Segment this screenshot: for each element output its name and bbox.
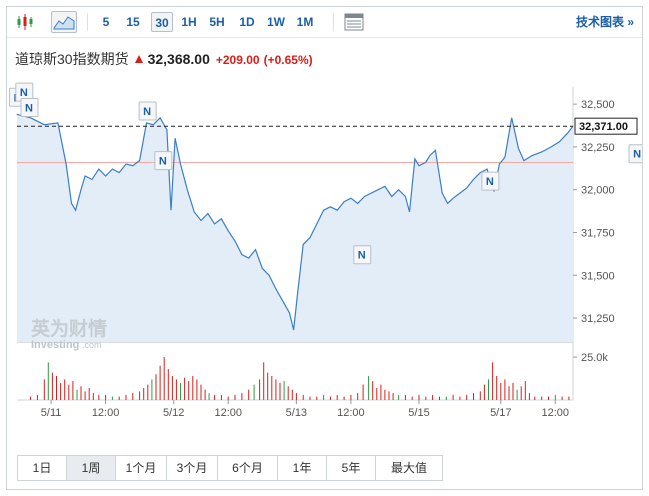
range-2[interactable]: 1个月 <box>116 456 167 480</box>
interval-5h[interactable]: 5H <box>209 15 225 29</box>
x-tick-label: 5/12 <box>163 407 184 419</box>
watermark-suffix: .com <box>82 340 102 350</box>
range-1[interactable]: 1周 <box>67 456 116 480</box>
instrument-name: 道琼斯30指数期货 <box>15 51 129 67</box>
last-price: 32,368.00 <box>147 51 210 67</box>
interval-1w[interactable]: 1W <box>267 15 285 29</box>
technical-chart-link[interactable]: 技术图表 » <box>575 15 634 29</box>
y-tick-label: 31,250 <box>581 313 615 325</box>
range-7[interactable]: 最大值 <box>376 456 442 480</box>
watermark-cn: 英为财情 <box>31 317 107 340</box>
price-line <box>16 113 574 331</box>
interval-1d[interactable]: 1D <box>239 15 255 29</box>
area-chart-icon[interactable] <box>51 11 77 33</box>
range-4[interactable]: 6个月 <box>218 456 278 480</box>
price-change-percent: (+0.65%) <box>263 53 313 67</box>
volume-tick-label: 25.0k <box>581 352 608 364</box>
news-marker[interactable]: N <box>154 151 173 171</box>
chart-widget: 5 15 30 1H 5H 1D 1W 1M 技术图表 » 道琼斯30指数期货 32,368.0… <box>6 6 643 490</box>
toolbar-separator <box>87 13 88 31</box>
watermark-en: Investing <box>31 339 79 351</box>
range-5[interactable]: 1年 <box>278 456 327 480</box>
news-marker-label: N <box>486 176 494 188</box>
up-arrow-icon <box>134 55 143 63</box>
news-marker-label: N <box>20 87 28 99</box>
x-tick-label: 12:00 <box>92 407 120 419</box>
news-marker[interactable]: N <box>353 245 372 265</box>
price-chart[interactable]: NNNNNNNN 32,50032,25032,00031,75031,5003… <box>7 7 642 447</box>
chart-toolbar: 5 15 30 1H 5H 1D 1W 1M 技术图表 » <box>7 7 642 38</box>
x-tick-label: 5/13 <box>286 407 307 419</box>
table-view-icon[interactable] <box>343 11 365 33</box>
toolbar-separator <box>333 13 334 31</box>
current-price-box <box>574 117 638 135</box>
y-tick-label: 32,000 <box>581 185 615 197</box>
news-marker[interactable]: N <box>20 98 39 118</box>
candlestick-icon[interactable] <box>15 11 39 33</box>
x-tick-label: 12:00 <box>214 407 242 419</box>
news-marker-label: N <box>358 250 366 262</box>
y-tick-label: 31,750 <box>581 227 615 239</box>
news-marker[interactable]: N <box>138 101 157 121</box>
price-area-fill <box>17 114 573 342</box>
x-tick-label: 12:00 <box>542 407 570 419</box>
investing-watermark: 英为财情 Investing .com <box>31 317 107 351</box>
range-0[interactable]: 1日 <box>18 456 67 480</box>
x-tick-label: 5/17 <box>490 407 511 419</box>
x-tick-label: 12:00 <box>337 407 365 419</box>
price-change: +209.00 <box>215 53 260 67</box>
interval-5[interactable]: 5 <box>102 15 110 29</box>
x-tick-label: 5/11 <box>41 407 62 419</box>
interval-30[interactable]: 30 <box>151 12 173 32</box>
x-tick-label: 5/15 <box>408 407 429 419</box>
range-6[interactable]: 5年 <box>327 456 376 480</box>
interval-1h[interactable]: 1H <box>181 15 197 29</box>
interval-1m[interactable]: 1M <box>296 15 314 29</box>
news-marker-label: N <box>633 149 641 161</box>
instrument-header: 道琼斯30指数期货 32,368.00 +209.00 (+0.65%) <box>15 49 313 69</box>
y-tick-label: 31,500 <box>581 270 615 282</box>
range-3[interactable]: 3个月 <box>167 456 218 480</box>
news-marker-label: N <box>25 103 33 115</box>
interval-15[interactable]: 15 <box>126 15 140 29</box>
current-price-label: 32,371.00 <box>579 121 628 133</box>
news-marker-label: N <box>143 106 151 118</box>
news-marker[interactable]: N <box>481 171 500 191</box>
y-tick-label: 32,250 <box>581 142 615 154</box>
y-tick-label: 32,500 <box>581 99 615 111</box>
news-marker[interactable]: N <box>628 144 642 164</box>
time-range-selector: 1日 1周 1个月 3个月 6个月 1年 5年 最大值 <box>17 455 443 481</box>
news-marker-label: N <box>159 156 167 168</box>
